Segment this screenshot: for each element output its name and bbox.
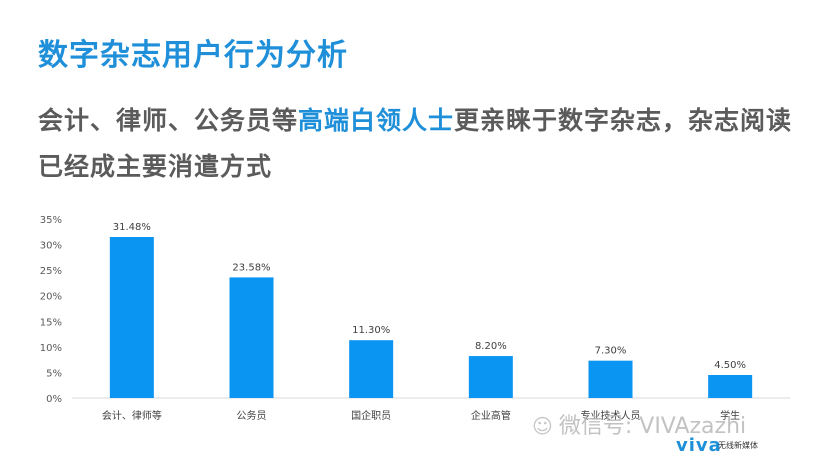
x-tick-label: 公务员 xyxy=(237,409,267,422)
bar xyxy=(229,277,274,398)
y-tick-label: 25% xyxy=(40,266,62,277)
bar xyxy=(109,237,154,398)
bar xyxy=(588,360,633,398)
data-label: 23.58% xyxy=(232,262,270,273)
data-label: 7.30% xyxy=(595,346,627,357)
y-tick-label: 15% xyxy=(40,317,62,328)
x-tick-label: 企业高管 xyxy=(471,409,511,422)
data-label: 11.30% xyxy=(352,325,390,336)
y-tick-label: 5% xyxy=(46,368,62,379)
bar xyxy=(349,340,394,398)
x-tick-label: 会计、律师等 xyxy=(102,409,162,422)
page-title: 数字杂志用户行为分析 xyxy=(38,38,348,73)
y-tick-label: 30% xyxy=(40,241,62,252)
watermark: ☺ 微信号: VIVAzazhi xyxy=(532,408,746,440)
bar xyxy=(468,356,513,398)
data-label: 4.50% xyxy=(714,360,746,371)
bar xyxy=(708,374,753,398)
logo-tagline: 无线新媒体 xyxy=(718,441,758,450)
page-subtitle: 会计、律师、公务员等高端白领人士更亲睐于数字杂志，杂志阅读已经成主要消遣方式 xyxy=(38,98,798,190)
data-label: 31.48% xyxy=(113,222,151,233)
x-tick-label: 国企职员 xyxy=(351,409,391,422)
y-tick-label: 0% xyxy=(46,394,62,405)
x-tick-label: 学生 xyxy=(720,409,740,422)
y-tick-label: 20% xyxy=(40,292,62,303)
subtitle-part-1: 会计、律师、公务员等 xyxy=(38,106,299,135)
y-tick-label: 35% xyxy=(40,215,62,226)
x-tick-label: 专业技术人员 xyxy=(581,409,641,422)
viva-logo: viva xyxy=(676,435,722,456)
wechat-icon: ☺ xyxy=(532,414,553,438)
watermark-text: 微信号: VIVAzazhi xyxy=(558,414,747,439)
y-tick-label: 10% xyxy=(40,343,62,354)
subtitle-part-2: 更亲睐于数字杂志，杂志阅读已经成主要消遣方式 xyxy=(38,106,793,181)
data-label: 8.20% xyxy=(475,341,507,352)
subtitle-highlight: 高端白领人士 xyxy=(298,106,455,135)
